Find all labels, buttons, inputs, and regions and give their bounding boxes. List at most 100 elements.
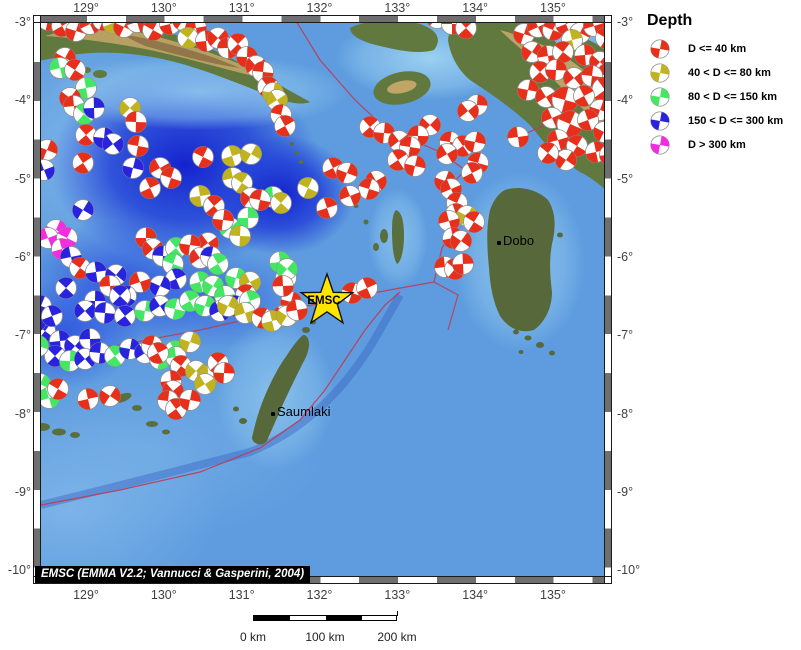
focal-mechanism bbox=[272, 275, 294, 297]
focal-mechanism bbox=[147, 342, 169, 364]
legend-beachball-icon bbox=[650, 110, 670, 131]
axis-label-top: 133° bbox=[384, 1, 411, 15]
axis-label-left: -9° bbox=[14, 484, 31, 499]
focal-mechanism bbox=[64, 59, 86, 81]
focal-mechanism bbox=[535, 86, 557, 108]
focal-mechanism bbox=[457, 100, 479, 122]
focal-mechanism bbox=[286, 299, 308, 321]
axis-label-bottom: 135° bbox=[540, 588, 566, 602]
axis-label-left: -5° bbox=[14, 171, 31, 186]
axis-label-left: -10° bbox=[7, 563, 31, 578]
legend-item-label: D > 300 km bbox=[688, 138, 746, 151]
focal-mechanism bbox=[234, 302, 256, 324]
city-dot bbox=[497, 241, 501, 245]
focal-mechanism bbox=[274, 115, 296, 137]
axis-label-top: 135° bbox=[540, 1, 566, 15]
axis-label-right: -3° bbox=[617, 15, 634, 29]
axis-label-left: -7° bbox=[14, 328, 31, 343]
focal-mechanism bbox=[69, 257, 91, 279]
legend-item-label: D <= 40 km bbox=[688, 42, 747, 55]
focal-mechanism bbox=[297, 177, 319, 199]
axis-label-left: -6° bbox=[14, 249, 31, 264]
focal-mechanism bbox=[177, 27, 199, 49]
scale-segment bbox=[326, 616, 362, 620]
focal-mechanism bbox=[47, 378, 69, 400]
legend-beachball-icon bbox=[650, 134, 670, 155]
frame-corner bbox=[604, 15, 612, 23]
focal-mechanism bbox=[149, 275, 171, 297]
focal-mechanism bbox=[563, 67, 585, 89]
island-seram bbox=[41, 23, 310, 104]
focal-mechanism bbox=[129, 271, 151, 293]
frame-corner bbox=[604, 576, 612, 584]
legend-items: D <= 40 km 40 < D <= 80 km 80 < D <= 150 k… bbox=[641, 38, 799, 155]
star-label: EMSC bbox=[307, 295, 340, 307]
legend-item-label: 40 < D <= 80 km bbox=[688, 66, 771, 79]
focal-mechanism bbox=[179, 331, 201, 353]
focal-mechanism bbox=[599, 144, 604, 166]
focal-mechanism bbox=[77, 388, 99, 410]
axis-label-top: 134° bbox=[462, 1, 489, 15]
axis-label-right: -4° bbox=[617, 93, 634, 108]
focal-mechanism bbox=[229, 225, 251, 247]
axis-label-right: -7° bbox=[617, 328, 634, 343]
focal-mechanism bbox=[339, 185, 361, 207]
focal-mechanism bbox=[249, 189, 271, 211]
island-misool bbox=[373, 71, 431, 105]
scale-label: 0 km bbox=[239, 630, 266, 644]
focal-mechanism bbox=[270, 192, 292, 214]
axis-label-right: -9° bbox=[617, 484, 634, 499]
focal-mechanism bbox=[179, 389, 201, 411]
focal-mechanism bbox=[436, 143, 458, 165]
city-dot bbox=[271, 412, 275, 416]
focal-mechanism bbox=[537, 142, 559, 164]
focal-mechanism bbox=[573, 85, 595, 107]
legend-beachball-icon bbox=[650, 62, 670, 83]
focal-mechanism bbox=[529, 61, 551, 83]
focal-mechanism bbox=[213, 362, 235, 384]
frame-bar-top bbox=[33, 15, 612, 23]
focal-mechanism bbox=[452, 253, 474, 275]
focal-mechanism bbox=[192, 146, 214, 168]
focal-mechanism bbox=[72, 199, 94, 221]
legend-item: 40 < D <= 80 km bbox=[641, 62, 799, 83]
island-kai bbox=[392, 210, 404, 264]
focal-mechanism bbox=[207, 253, 229, 275]
legend-item: 150 < D <= 300 km bbox=[641, 110, 799, 131]
focal-mechanism bbox=[99, 385, 121, 407]
island-aru bbox=[487, 188, 555, 332]
focal-mechanism bbox=[240, 143, 262, 165]
scale-label: 100 km bbox=[305, 630, 345, 644]
focal-mechanism bbox=[404, 155, 426, 177]
focal-mechanism bbox=[593, 121, 604, 143]
legend-item: D <= 40 km bbox=[641, 38, 799, 59]
axis-label-left: -3° bbox=[14, 15, 31, 29]
focal-mechanism bbox=[160, 167, 182, 189]
attribution-bar: EMSC (EMMA V2.2; Vannucci & Gasperini, 2… bbox=[35, 566, 311, 583]
focal-mechanism bbox=[41, 305, 63, 327]
map-scale-bar bbox=[253, 611, 398, 621]
focal-mechanism bbox=[126, 23, 148, 33]
focal-mechanism bbox=[159, 23, 181, 35]
axis-label-right: -6° bbox=[617, 249, 634, 264]
focal-mechanism bbox=[455, 23, 477, 39]
focal-mechanism bbox=[507, 126, 529, 148]
focal-mechanism bbox=[75, 77, 97, 99]
focal-mechanism-layer bbox=[41, 23, 604, 420]
legend-item: 80 < D <= 150 km bbox=[641, 86, 799, 107]
focal-mechanism bbox=[142, 23, 164, 41]
axis-label-right: -10° bbox=[617, 563, 641, 578]
axis-label-bottom: 129° bbox=[73, 588, 99, 602]
frame-bar-right bbox=[604, 15, 612, 584]
focal-mechanism bbox=[450, 230, 472, 252]
focal-mechanism bbox=[555, 149, 577, 171]
focal-mechanism bbox=[41, 335, 49, 357]
axis-label-bottom: 133° bbox=[384, 588, 411, 602]
axis-label-bottom: 134° bbox=[462, 588, 489, 602]
axis-label-bottom: 130° bbox=[150, 588, 177, 602]
focal-mechanism bbox=[83, 97, 105, 119]
focal-mechanism bbox=[595, 27, 604, 49]
focal-mechanism bbox=[463, 211, 485, 233]
legend-item-label: 150 < D <= 300 km bbox=[688, 114, 784, 127]
